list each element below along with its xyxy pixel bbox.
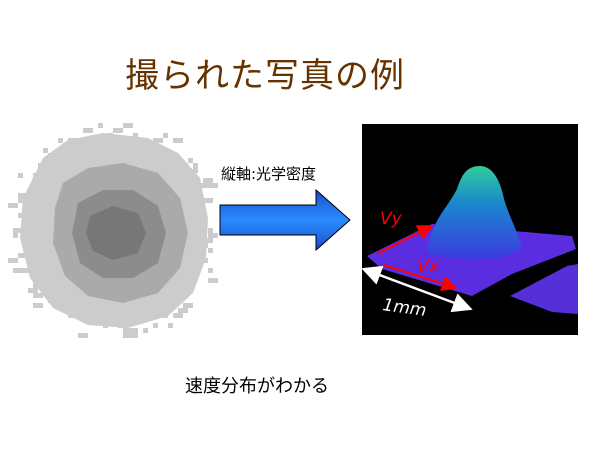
noise-pixel: [173, 313, 183, 318]
noise-pixel: [33, 283, 38, 288]
slide-caption: 速度分布がわかる: [185, 376, 329, 397]
noise-pixel: [43, 148, 48, 153]
noise-pixel: [198, 183, 208, 188]
distribution-peak: [427, 166, 522, 260]
noise-pixel: [123, 333, 128, 338]
noise-pixel: [18, 253, 28, 258]
noise-pixel: [208, 268, 213, 273]
vy-arrow: [376, 225, 434, 255]
grayscale-photo: [8, 123, 218, 338]
noise-pixel: [208, 248, 213, 253]
noise-pixel: [153, 323, 158, 328]
noise-pixel: [13, 233, 18, 238]
slide-title: 撮られた写真の例: [125, 56, 405, 96]
noise-pixel: [58, 138, 63, 143]
noise-pixel: [128, 333, 138, 338]
noise-pixel: [173, 138, 183, 143]
noise-pixel: [113, 128, 123, 133]
noise-pixel: [18, 173, 23, 178]
noise-pixel: [143, 328, 148, 333]
noise-pixel: [123, 328, 128, 333]
noise-pixel: [188, 158, 193, 163]
axis-note: 縦軸:光学密度: [221, 165, 317, 183]
vx-label: Vx: [417, 257, 440, 277]
noise-pixel: [18, 193, 23, 198]
noise-pixel: [208, 183, 218, 188]
noise-pixel: [33, 293, 43, 298]
vy-label: Vy: [380, 209, 403, 229]
noise-pixel: [208, 278, 218, 283]
noise-pixel: [203, 258, 208, 263]
noise-pixel: [208, 233, 218, 238]
noise-pixel: [13, 268, 18, 273]
noise-pixel: [123, 123, 133, 128]
noise-pixel: [133, 133, 138, 138]
noise-pixel: [178, 308, 188, 313]
core: [86, 206, 146, 260]
noise-pixel: [78, 333, 88, 338]
noise-pixel: [13, 258, 18, 263]
velocity-distribution-plot: Vy Vx 1mm: [362, 124, 578, 335]
noise-pixel: [13, 228, 23, 233]
secondary-plane: [510, 264, 578, 314]
noise-pixel: [153, 138, 163, 143]
noise-pixel: [168, 323, 173, 328]
noise-pixel: [163, 133, 168, 138]
noise-pixel: [193, 168, 198, 173]
noise-pixel: [98, 123, 103, 128]
noise-pixel: [183, 303, 193, 308]
noise-pixel: [28, 288, 38, 293]
noise-pixel: [8, 203, 18, 208]
noise-pixel: [23, 268, 33, 273]
noise-pixel: [83, 128, 93, 133]
noise-pixel: [128, 328, 138, 333]
noise-pixel: [193, 163, 198, 168]
noise-pixel: [208, 228, 213, 233]
noise-pixel: [33, 303, 43, 308]
noise-pixel: [203, 178, 213, 183]
right-arrow: [219, 188, 351, 252]
scale-arrow: [362, 265, 473, 313]
noise-pixel: [203, 198, 213, 203]
noise-pixel: [18, 198, 23, 203]
